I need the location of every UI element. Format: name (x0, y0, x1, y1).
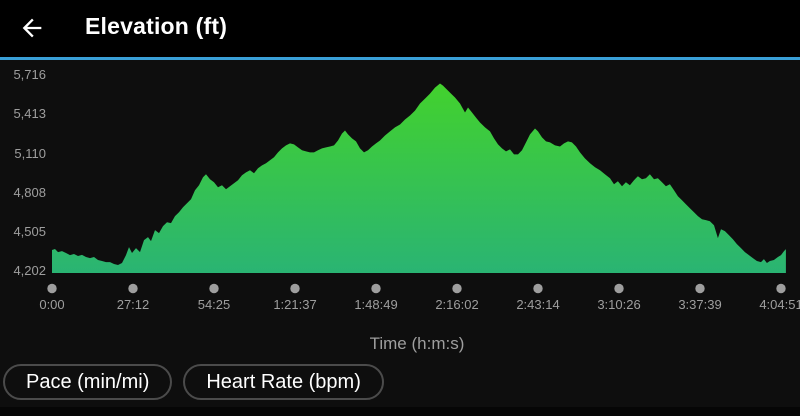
x-tick-label: 3:37:39 (678, 297, 722, 312)
heart-rate-button[interactable]: Heart Rate (bpm) (183, 364, 384, 400)
x-axis-tick-dot (452, 283, 462, 294)
x-axis-tick-dot (695, 283, 705, 294)
x-axis-tick-dot (614, 283, 624, 294)
x-tick-label: 54:25 (197, 297, 231, 312)
elevation-profile-area (52, 83, 786, 273)
page-title: Elevation (ft) (85, 13, 228, 39)
bottom-system-strip (0, 407, 800, 416)
x-tick-label: 27:12 (116, 297, 150, 312)
x-axis-tick-dot (290, 283, 300, 294)
x-axis-tick-dot (209, 283, 219, 294)
x-axis-tick-dot (371, 283, 381, 294)
x-axis-title: Time (h:m:s) (369, 334, 465, 353)
header-divider (0, 57, 800, 60)
y-tick-label: 5,716 (13, 67, 46, 82)
back-button[interactable] (18, 14, 48, 44)
x-tick-label: 2:16:02 (435, 297, 479, 312)
y-tick-label: 4,808 (13, 184, 46, 200)
x-axis-tick-dot (128, 283, 138, 294)
pace-button[interactable]: Pace (min/mi) (3, 364, 173, 400)
y-tick-label: 5,110 (14, 145, 46, 161)
x-tick-label: 3:10:26 (597, 297, 641, 312)
y-tick-label: 4,505 (13, 223, 46, 239)
x-axis-tick-dot (533, 283, 543, 294)
y-tick-label: 5,413 (13, 106, 46, 122)
x-tick-label: 1:21:37 (273, 297, 317, 312)
x-tick-label: 1:48:49 (354, 297, 398, 312)
x-tick-label: 2:43:14 (516, 297, 560, 312)
header-bar: Elevation (ft) (0, 0, 800, 57)
x-tick-label: 4:04:51 (759, 297, 800, 312)
x-axis-tick-dot (776, 283, 786, 294)
metric-button-row: Pace (min/mi) Heart Rate (bpm) (3, 364, 384, 400)
y-tick-label: 4,202 (13, 263, 46, 278)
x-axis-tick-dot (47, 283, 57, 294)
x-tick-label: 0:00 (39, 297, 65, 312)
arrow-left-icon (18, 18, 46, 46)
